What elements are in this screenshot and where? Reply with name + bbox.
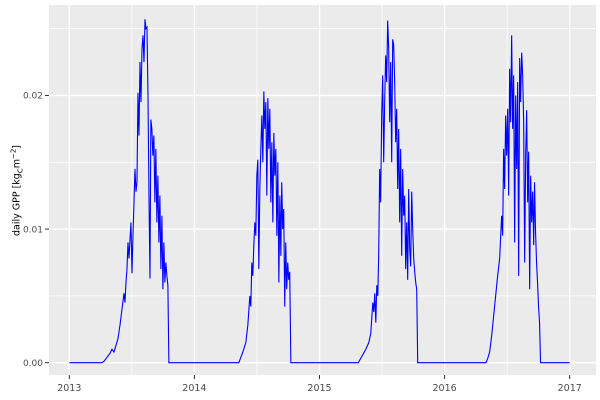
- x-tick-label: 2017: [558, 383, 582, 394]
- x-tick-label: 2014: [182, 383, 206, 394]
- y-tick-label: 0.01: [23, 225, 43, 235]
- y-axis-title: daily GPP [kgCm−2]: [8, 1, 25, 381]
- y-axis-title-close: ]: [11, 144, 23, 149]
- x-tick-label: 2015: [307, 383, 331, 394]
- y-axis-title-superscript: −2: [9, 148, 18, 160]
- gpp-line: [69, 19, 570, 364]
- y-axis-title-text: daily GPP [kg: [11, 173, 23, 237]
- y-tick-label: 0.02: [23, 92, 43, 102]
- y-tick-label: 0.00: [23, 359, 43, 369]
- y-axis-title-unit: m: [11, 159, 23, 169]
- x-tick-label: 2013: [57, 383, 81, 394]
- y-axis-title-subscript: C: [16, 168, 25, 174]
- x-tick-label: 2016: [433, 383, 457, 394]
